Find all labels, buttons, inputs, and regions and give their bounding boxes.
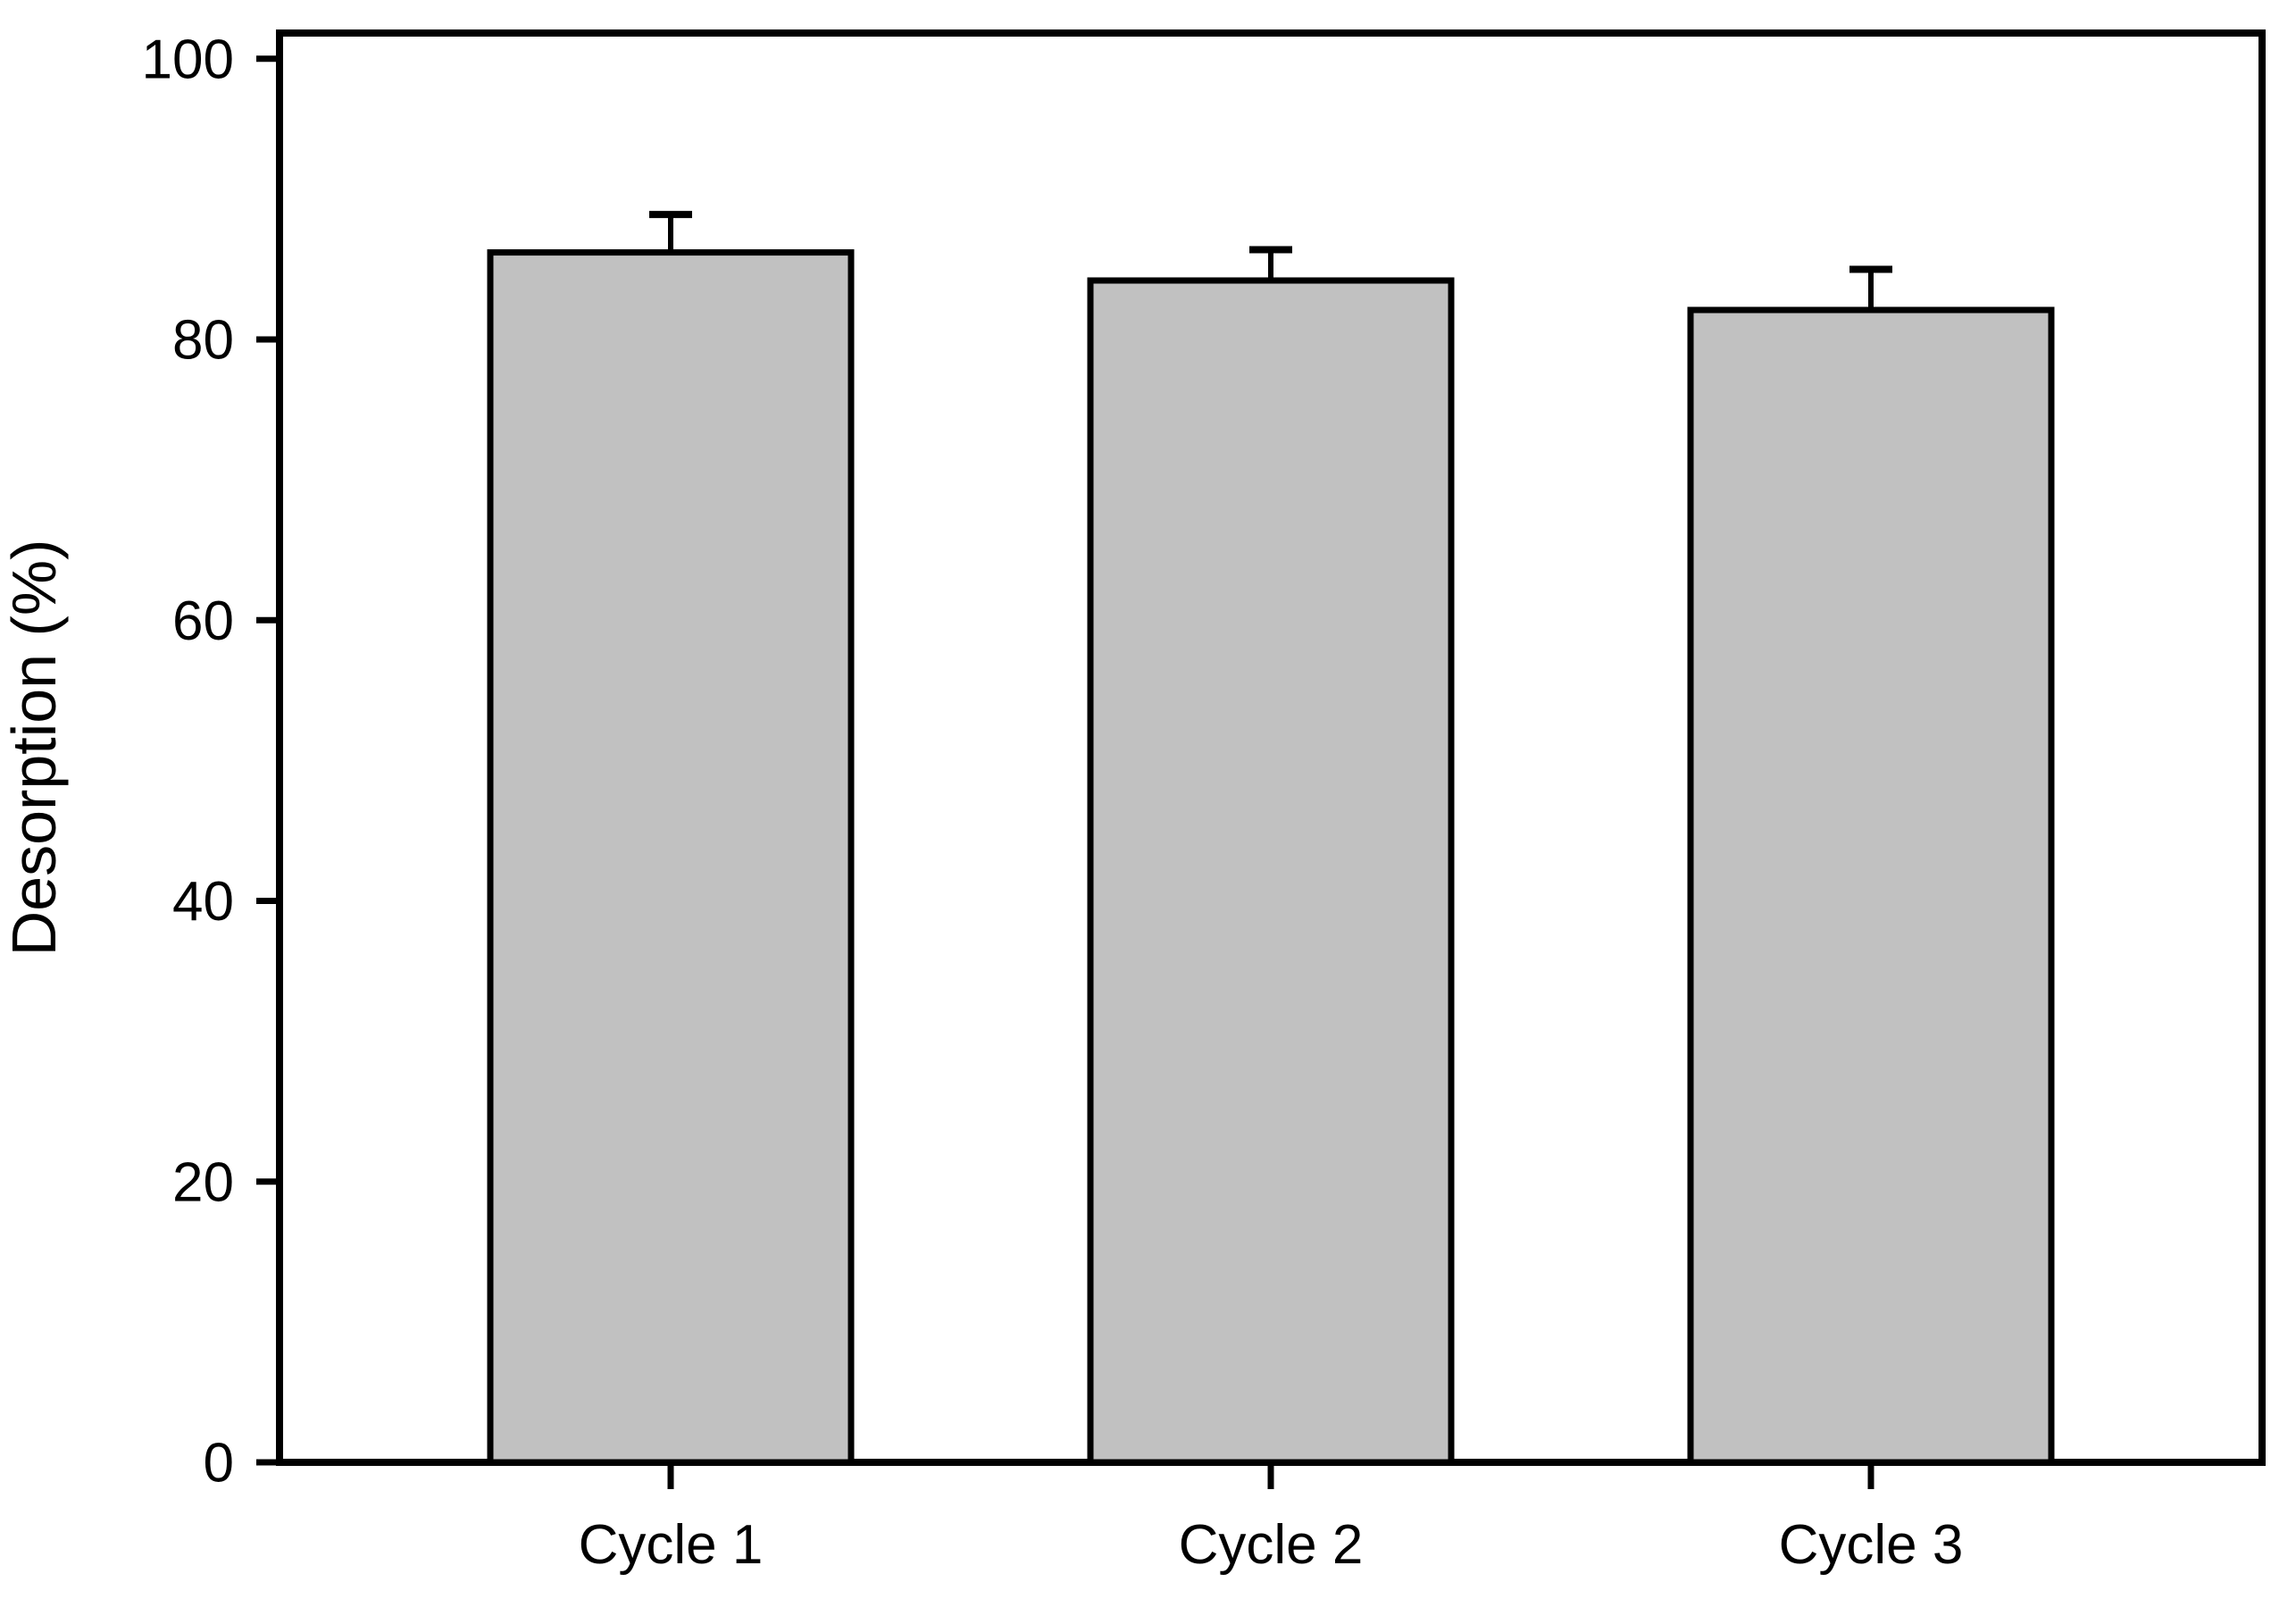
bar	[1087, 277, 1455, 1466]
y-tick-label: 40	[172, 871, 234, 933]
x-category-label: Cycle 2	[1179, 1514, 1364, 1576]
y-tick-label: 100	[142, 29, 234, 90]
y-tick-label: 0	[204, 1433, 234, 1494]
bar	[1687, 306, 2055, 1466]
x-category-label: Cycle 1	[579, 1514, 764, 1576]
y-tick-label: 80	[172, 310, 234, 372]
x-category-label: Cycle 3	[1779, 1514, 1964, 1576]
y-axis-title: Desorption (%)	[0, 540, 69, 957]
y-tick-label: 60	[172, 590, 234, 652]
y-tick-label: 20	[172, 1151, 234, 1213]
bar	[487, 249, 855, 1466]
